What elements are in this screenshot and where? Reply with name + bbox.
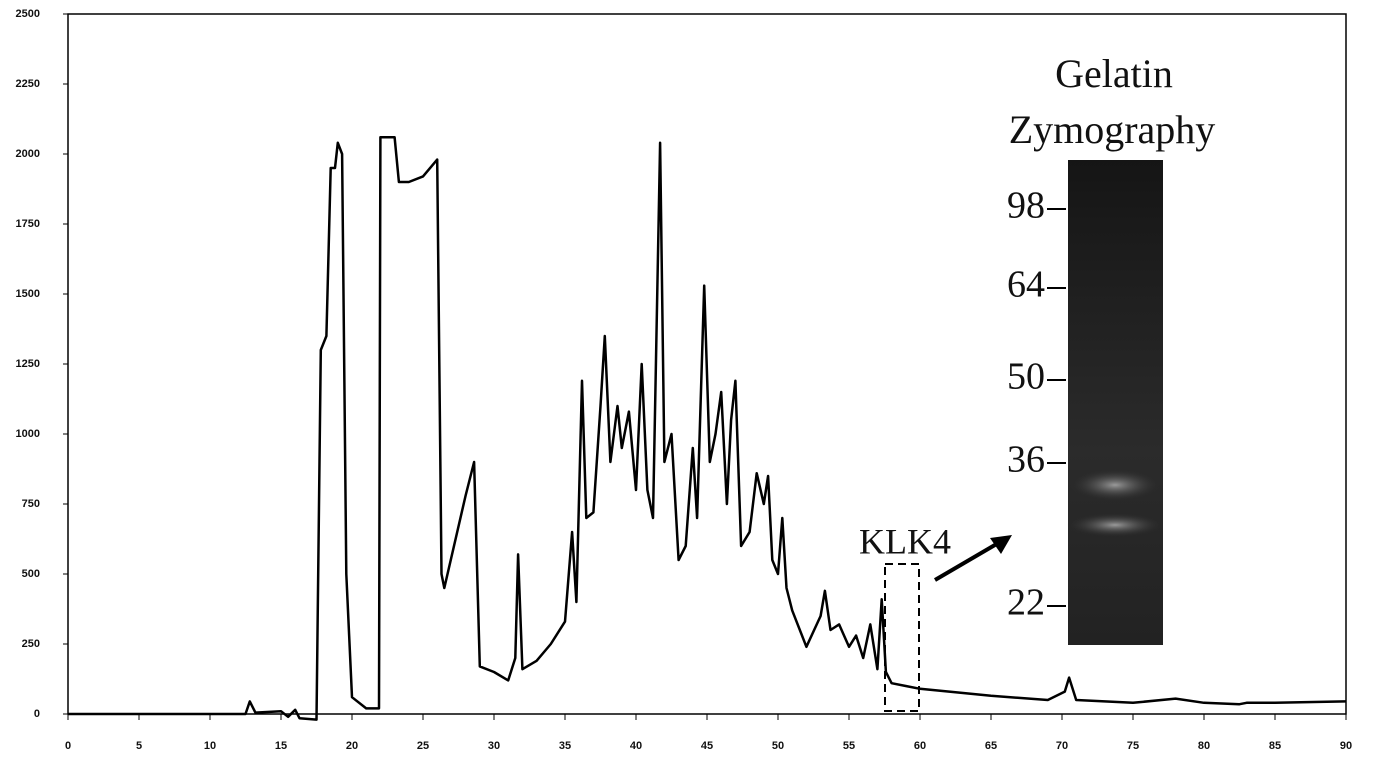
x-tick-label: 25	[417, 740, 429, 752]
x-tick-label: 40	[630, 740, 642, 752]
x-tick-label: 90	[1340, 740, 1352, 752]
inset-title: Gelatin	[1055, 51, 1173, 96]
y-tick-label: 2250	[16, 78, 40, 90]
y-tick-label: 1500	[16, 288, 40, 300]
y-tick-label: 2500	[16, 8, 40, 20]
x-tick-label: 85	[1269, 740, 1281, 752]
x-tick-label: 60	[914, 740, 926, 752]
marker-label: 22	[1007, 582, 1045, 624]
x-tick-label: 5	[136, 740, 142, 752]
trace	[68, 135, 1347, 721]
x-tick-label: 65	[985, 740, 997, 752]
x-tick-label: 30	[488, 740, 500, 752]
gel-image	[1068, 160, 1163, 645]
marker-label: 50	[1007, 356, 1045, 398]
marker-label: 64	[1007, 264, 1045, 306]
x-tick-label: 55	[843, 740, 855, 752]
x-tick-label: 80	[1198, 740, 1210, 752]
gel-band	[1070, 469, 1160, 501]
marker-label: 98	[1007, 185, 1045, 227]
y-tick-label: 0	[34, 708, 40, 720]
x-tick-label: 50	[772, 740, 784, 752]
arrow-head	[990, 535, 1012, 554]
y-tick-label: 250	[22, 638, 40, 650]
inset-title: Zymography	[1009, 107, 1216, 152]
arrow	[933, 540, 1002, 582]
y-tick-label: 750	[22, 498, 40, 510]
gel-band	[1067, 513, 1163, 537]
marker-label: 36	[1007, 439, 1045, 481]
x-tick-label: 10	[204, 740, 216, 752]
klk4-region	[884, 563, 920, 712]
y-tick-label: 500	[22, 568, 40, 580]
inset: Gelatin Zymography 98 64 50 36 22	[1007, 51, 1215, 645]
annotation: KLK4	[859, 521, 951, 561]
x-tick-label: 70	[1056, 740, 1068, 752]
x-tick-label: 75	[1127, 740, 1139, 752]
x-tick-label: 20	[346, 740, 358, 752]
y-tick-label: 1750	[16, 218, 40, 230]
x-tick-label: 45	[701, 740, 713, 752]
y-tick-label: 2000	[16, 148, 40, 160]
x-tick-label: 35	[559, 740, 571, 752]
x-tick-label: 0	[65, 740, 71, 752]
y-tick-label: 1250	[16, 358, 40, 370]
x-tick-label: 15	[275, 740, 287, 752]
y-tick-label: 1000	[16, 428, 40, 440]
